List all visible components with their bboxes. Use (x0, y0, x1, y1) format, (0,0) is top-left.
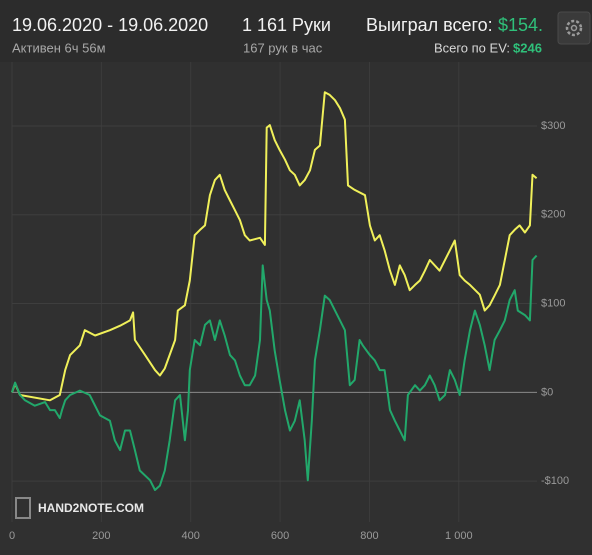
date-range: 19.06.2020 - 19.06.2020 (12, 15, 208, 35)
y-tick-label: $100 (541, 297, 565, 309)
y-tick-label: $0 (541, 386, 553, 398)
hands-rate: 167 рук в час (243, 40, 323, 55)
x-tick-label: 600 (271, 530, 289, 542)
logo: HAND2NOTE.COM (38, 501, 144, 515)
x-tick-label: 800 (360, 530, 378, 542)
hands: 1 161 Руки (242, 15, 331, 35)
series-line (11, 254, 538, 491)
y-tick-label: -$100 (541, 475, 569, 487)
x-tick-label: 1 000 (445, 530, 473, 542)
ev-value: $246 (513, 40, 542, 55)
x-tick-label: 200 (92, 530, 110, 542)
logo-icon (15, 497, 31, 519)
gear-center (570, 24, 578, 32)
x-tick-label: 0 (9, 530, 15, 542)
won-value: $154. (498, 15, 543, 35)
settings-button[interactable] (557, 11, 591, 45)
won-label: Выиграл всего: (366, 15, 493, 35)
ev-label: Всего по EV: (434, 40, 510, 55)
y-tick-label: $300 (541, 120, 565, 132)
gear-icon[interactable] (565, 19, 583, 37)
y-tick-label: $200 (541, 209, 565, 221)
series-line (11, 91, 538, 402)
plot-background (0, 62, 592, 555)
active-time: Активен 6ч 56м (12, 40, 106, 55)
x-tick-label: 400 (182, 530, 200, 542)
plot: 0 200 400 600 800 1 000 -$100 $0 $100 $200 $300 (9, 62, 569, 542)
